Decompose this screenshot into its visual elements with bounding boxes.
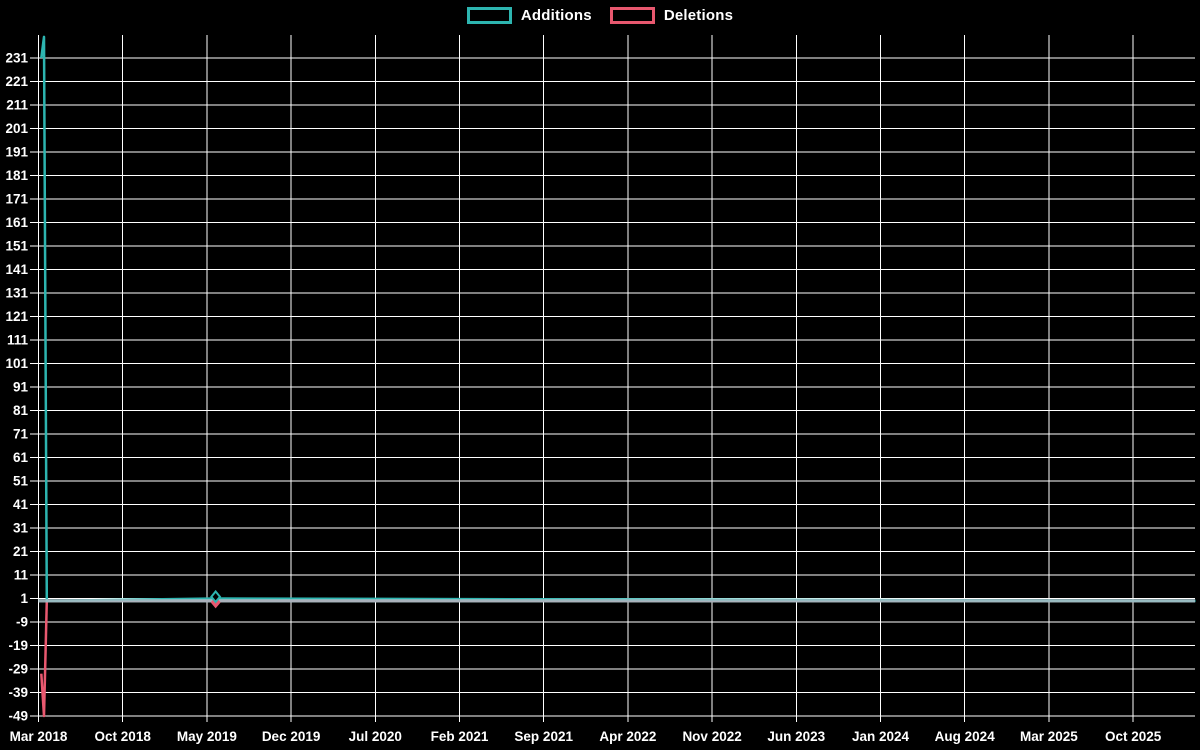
x-tick-label: Mar 2025 [1020, 729, 1078, 744]
y-tick-label: 81 [13, 403, 29, 418]
x-tick-label: Nov 2022 [682, 729, 741, 744]
deletions-line [40, 599, 1196, 718]
y-gridlines [30, 57, 1195, 717]
x-tick-label: Jun 2023 [767, 729, 825, 744]
y-tick-label: -9 [16, 615, 28, 630]
legend-item-label: Deletions [663, 7, 734, 24]
x-tick-label: Oct 2018 [95, 729, 152, 744]
y-tick-label: 41 [13, 497, 29, 512]
y-tick-label: 61 [13, 450, 29, 465]
y-tick-label: 231 [5, 51, 28, 66]
x-tick-label: Sep 2021 [514, 729, 573, 744]
y-tick-label: 91 [13, 380, 29, 395]
y-tick-label: 221 [5, 74, 28, 89]
y-tick-label: 171 [5, 192, 28, 207]
y-tick-label: -29 [8, 662, 28, 677]
y-tick-label: 191 [5, 145, 28, 160]
y-tick-label: 101 [5, 356, 28, 371]
x-tick-label: Apr 2022 [599, 729, 656, 744]
y-tick-label: 131 [5, 286, 28, 301]
deletions-legend-swatch [609, 7, 655, 24]
y-tick-label: 31 [13, 521, 29, 536]
additions-marker[interactable] [210, 589, 222, 604]
y-tick-label: 21 [13, 544, 29, 559]
y-tick-label: 11 [14, 568, 29, 583]
y-tick-label: -49 [8, 709, 28, 724]
additions-legend-swatch [466, 7, 512, 24]
legend-item-label: Additions [520, 7, 592, 24]
y-tick-label: 111 [7, 333, 29, 348]
chart-legend: Additions Deletions [0, 7, 1200, 24]
y-tick-label: -39 [8, 685, 28, 700]
additions-line [40, 35, 1196, 603]
x-tick-label: Mar 2018 [10, 729, 68, 744]
y-tick-label: 121 [5, 309, 28, 324]
x-gridlines [38, 35, 1134, 722]
legend-item-deletions[interactable]: Deletions [609, 7, 734, 24]
y-tick-label: 181 [5, 168, 28, 183]
x-tick-label: Oct 2025 [1105, 729, 1162, 744]
y-tick-label: 71 [13, 427, 29, 442]
y-tick-label: 141 [5, 262, 28, 277]
y-tick-label: 211 [6, 98, 28, 113]
y-tick-label: 151 [5, 239, 28, 254]
x-tick-labels: Mar 2018 Oct 2018 May 2019 Dec 2019 Jul 2020… [10, 729, 1162, 744]
x-tick-label: Jan 2024 [852, 729, 910, 744]
y-tick-label: 201 [5, 121, 28, 136]
y-tick-label: -19 [8, 638, 28, 653]
x-tick-label: May 2019 [177, 729, 237, 744]
y-tick-labels: 2312212112011911811711611511411311211111… [5, 51, 28, 724]
legend-item-additions[interactable]: Additions [466, 7, 592, 24]
x-tick-label: Aug 2024 [935, 729, 996, 744]
y-tick-label: 1 [20, 591, 28, 606]
x-tick-label: Feb 2021 [431, 729, 489, 744]
x-tick-label: Dec 2019 [262, 729, 321, 744]
x-tick-label: Jul 2020 [349, 729, 402, 744]
y-tick-label: 161 [5, 215, 28, 230]
y-tick-label: 51 [13, 474, 29, 489]
